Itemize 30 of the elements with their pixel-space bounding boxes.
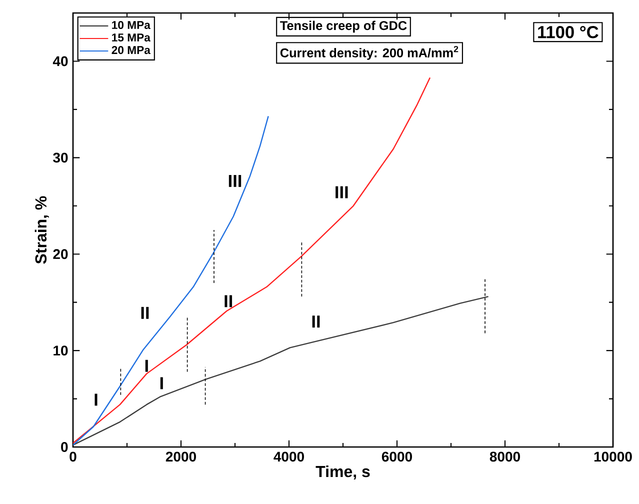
legend-label: 15 MPa — [112, 34, 150, 42]
line-series — [73, 77, 431, 444]
x-tick-label: 4000 — [274, 452, 304, 462]
x-tick-label: 0 — [70, 452, 76, 462]
legend-label: 10 MPa — [112, 21, 150, 30]
annotation: Tensile creep of GDC — [280, 20, 407, 33]
y-tick-label: 10 — [54, 346, 68, 356]
annotation: I — [94, 394, 98, 406]
x-tick-label: 10000 — [594, 452, 632, 462]
annotation: II — [312, 316, 320, 328]
annotation: I — [145, 360, 148, 372]
x-tick-label: 2000 — [166, 452, 196, 462]
line-series — [73, 296, 489, 446]
y-tick-label: 30 — [53, 152, 68, 163]
x-tick-label: 8000 — [490, 452, 520, 462]
x-tick-label: 6000 — [382, 452, 412, 462]
annotation: II — [224, 295, 232, 308]
annotation: III — [228, 175, 242, 187]
line-series — [73, 116, 269, 446]
y-tick-label: 0 — [61, 442, 68, 452]
annotation: II — [141, 306, 149, 319]
annotation: Current density: 200 mA/mm$^{2}$ — [280, 46, 458, 60]
legend-label: 20 MPa — [112, 46, 150, 54]
annotation: I — [160, 377, 163, 390]
annotation: 1100 °C — [538, 26, 598, 38]
y-tick-label: 20 — [53, 249, 68, 260]
y-tick-label: 40 — [52, 56, 68, 66]
y-axis-title: Strain, % — [34, 196, 49, 264]
x-axis-title: Time, s — [316, 465, 370, 480]
annotation: III — [336, 186, 348, 198]
